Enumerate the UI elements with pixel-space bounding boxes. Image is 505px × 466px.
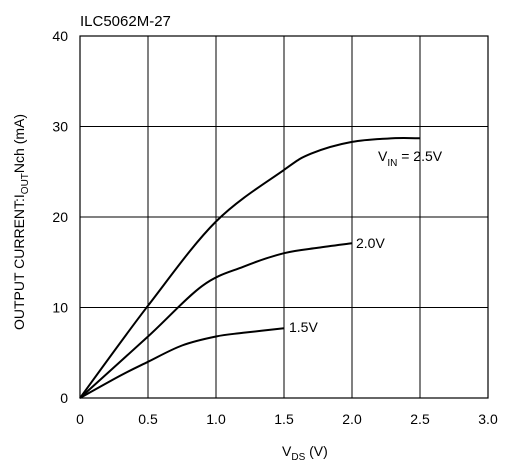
y-tick-label: 30 bbox=[52, 119, 68, 135]
series-label-2-5v: VIN = 2.5V bbox=[378, 148, 443, 169]
x-tick-label: 2.0 bbox=[342, 411, 362, 427]
series-line-2-5v bbox=[79, 137, 421, 399]
x-tick-label: 1.0 bbox=[206, 411, 226, 427]
x-tick-label: 2.5 bbox=[410, 411, 430, 427]
x-tick-label: 0.5 bbox=[138, 411, 158, 427]
y-tick-label: 0 bbox=[60, 390, 68, 406]
y-tick-labels: 0 10 20 30 40 bbox=[52, 28, 68, 406]
x-tick-label: 3.0 bbox=[478, 411, 498, 427]
y-axis-label: OUTPUT CURRENT:IOUTNch (mA) bbox=[11, 114, 31, 330]
plot-frame bbox=[79, 35, 489, 399]
plot-grid bbox=[80, 36, 488, 398]
x-tick-label: 1.5 bbox=[274, 411, 294, 427]
x-tick-label: 0 bbox=[76, 411, 84, 427]
y-tick-label: 20 bbox=[52, 209, 68, 225]
chart-title: ILC5062M-27 bbox=[80, 13, 171, 30]
x-axis-label: VDS (V) bbox=[282, 443, 328, 463]
y-tick-label: 40 bbox=[52, 28, 68, 44]
series-label-2-0v: 2.0V bbox=[356, 235, 385, 251]
y-tick-label: 10 bbox=[52, 300, 68, 316]
series-line-2-0v bbox=[79, 242, 353, 399]
series-line-1-5v bbox=[79, 327, 285, 399]
series-lines bbox=[79, 137, 421, 399]
x-tick-labels: 0 0.5 1.0 1.5 2.0 2.5 3.0 bbox=[76, 411, 498, 427]
series-label-1-5v: 1.5V bbox=[289, 319, 318, 335]
